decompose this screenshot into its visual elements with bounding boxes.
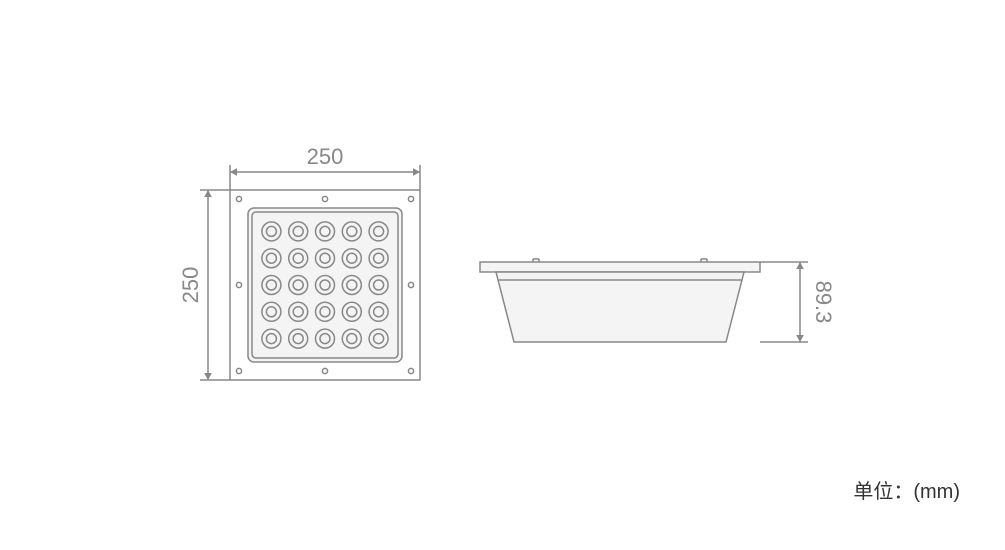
mount-hole <box>322 368 327 373</box>
side-flange <box>480 262 760 272</box>
dim-height-label: 250 <box>178 267 203 304</box>
unit-label: 单位：(mm) <box>853 480 960 503</box>
dim-depth-label: 89.3 <box>811 281 836 324</box>
dimension-drawing: 250 250 89.3 单位：(mm) <box>0 0 1005 550</box>
mount-hole <box>236 282 241 287</box>
mount-hole <box>236 196 241 201</box>
side-body <box>496 272 744 342</box>
mount-hole <box>408 368 413 373</box>
mount-hole <box>408 196 413 201</box>
mount-hole <box>322 196 327 201</box>
dim-width-label: 250 <box>307 144 344 169</box>
mount-hole <box>408 282 413 287</box>
mount-hole <box>236 368 241 373</box>
